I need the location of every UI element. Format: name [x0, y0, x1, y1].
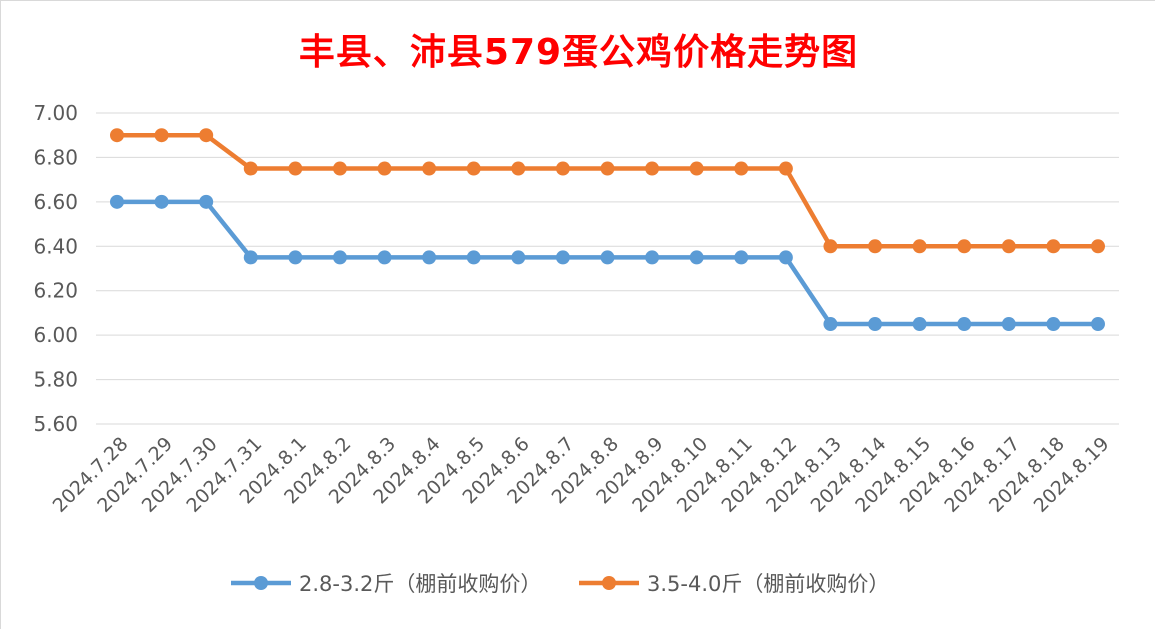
data-point	[912, 239, 927, 254]
data-point	[823, 239, 838, 254]
data-point	[957, 239, 972, 254]
legend-marker	[602, 576, 616, 590]
data-point	[1001, 239, 1016, 254]
data-point	[199, 194, 214, 209]
data-point	[823, 317, 838, 332]
y-tick-label: 6.60	[33, 190, 78, 214]
data-point	[466, 161, 481, 176]
data-point	[199, 128, 214, 143]
data-point	[511, 250, 526, 265]
data-point	[288, 161, 303, 176]
data-point	[957, 317, 972, 332]
data-point	[243, 250, 258, 265]
data-point	[734, 161, 749, 176]
legend-marker	[254, 576, 268, 590]
data-point	[154, 128, 169, 143]
data-point	[689, 161, 704, 176]
data-point	[1046, 317, 1061, 332]
data-point	[912, 317, 927, 332]
data-point	[154, 194, 169, 209]
data-point	[778, 250, 793, 265]
data-point	[555, 250, 570, 265]
data-point	[332, 250, 347, 265]
chart-title: 丰县、沛县579蛋公鸡价格走势图	[298, 32, 859, 73]
data-point	[377, 250, 392, 265]
data-point	[555, 161, 570, 176]
y-tick-label: 5.60	[33, 412, 78, 436]
series-line	[117, 132, 1098, 249]
y-tick-label: 6.20	[33, 279, 78, 303]
data-point	[868, 239, 883, 254]
data-point	[600, 161, 615, 176]
y-tick-label: 6.40	[33, 234, 78, 258]
data-point	[734, 250, 749, 265]
data-point	[377, 161, 392, 176]
data-point	[288, 250, 303, 265]
data-point	[422, 161, 437, 176]
data-point	[1091, 317, 1105, 332]
y-tick-label: 6.80	[33, 145, 78, 169]
data-point	[1046, 239, 1061, 254]
y-tick-label: 7.00	[33, 101, 78, 125]
data-point	[645, 161, 660, 176]
data-point	[422, 250, 437, 265]
data-point	[243, 161, 258, 176]
data-point	[332, 161, 347, 176]
legend-label: 3.5-4.0斤（棚前收购价）	[647, 572, 889, 596]
data-point	[511, 161, 526, 176]
y-tick-label: 6.00	[33, 323, 78, 347]
data-point	[600, 250, 615, 265]
data-point	[110, 128, 124, 143]
data-point	[110, 194, 124, 209]
data-point	[778, 161, 793, 176]
data-point	[1001, 317, 1016, 332]
legend-label: 2.8-3.2斤（棚前收购价）	[299, 572, 541, 596]
y-tick-label: 5.80	[33, 368, 78, 392]
data-point	[466, 250, 481, 265]
data-point	[645, 250, 660, 265]
data-point	[868, 317, 883, 332]
data-point	[689, 250, 704, 265]
data-point	[1091, 239, 1105, 254]
